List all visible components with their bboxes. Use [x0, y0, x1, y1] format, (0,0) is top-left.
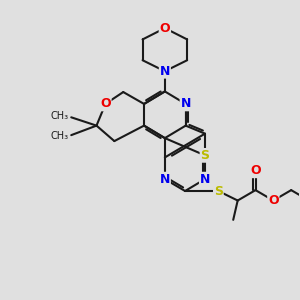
Text: N: N — [181, 98, 191, 110]
Text: O: O — [250, 164, 261, 177]
Text: S: S — [200, 149, 209, 162]
Text: CH₃: CH₃ — [51, 131, 69, 141]
Text: N: N — [160, 172, 170, 186]
Text: O: O — [160, 22, 170, 34]
Text: N: N — [200, 172, 210, 186]
Text: O: O — [268, 194, 279, 207]
Text: S: S — [214, 184, 223, 197]
Text: O: O — [100, 98, 111, 110]
Text: CH₃: CH₃ — [51, 111, 69, 121]
Text: N: N — [160, 65, 170, 78]
